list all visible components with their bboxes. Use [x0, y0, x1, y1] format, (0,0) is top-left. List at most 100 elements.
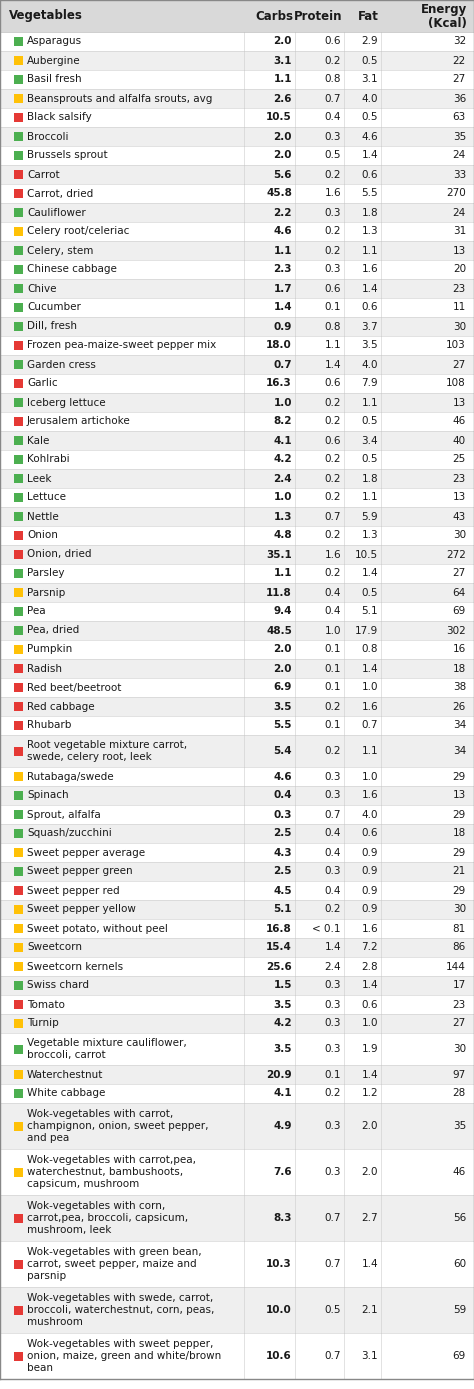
Text: 16.3: 16.3: [266, 378, 292, 389]
Text: 0.5: 0.5: [325, 150, 341, 161]
Text: 0.2: 0.2: [325, 493, 341, 503]
Bar: [14, 360, 23, 369]
Text: 38: 38: [453, 682, 466, 693]
Bar: [14, 664, 23, 674]
Text: Wok-vegetables with carrot,
champignon, onion, sweet pepper,
and pea: Wok-vegetables with carrot, champignon, …: [27, 1108, 209, 1143]
Bar: [0, 317, 474, 336]
Text: 17: 17: [453, 981, 466, 990]
Text: 35.1: 35.1: [266, 550, 292, 560]
Text: Garden cress: Garden cress: [27, 360, 96, 369]
Text: 15.4: 15.4: [266, 943, 292, 953]
Bar: [14, 226, 23, 236]
Bar: [0, 938, 474, 957]
Text: 69: 69: [453, 607, 466, 617]
Text: 11.8: 11.8: [266, 588, 292, 597]
Text: 1.4: 1.4: [361, 664, 378, 674]
Text: 4.6: 4.6: [361, 132, 378, 142]
Bar: [0, 165, 474, 183]
Bar: [14, 56, 23, 65]
Text: 0.3: 0.3: [325, 771, 341, 782]
Text: 1.1: 1.1: [361, 246, 378, 256]
Text: 10.5: 10.5: [355, 550, 378, 560]
Bar: [14, 94, 23, 103]
Text: 0.4: 0.4: [325, 113, 341, 122]
Bar: [14, 38, 23, 46]
Bar: [14, 265, 23, 274]
Text: Wok-vegetables with green bean,
carrot, sweet pepper, maize and
parsnip: Wok-vegetables with green bean, carrot, …: [27, 1247, 201, 1281]
Text: Basil fresh: Basil fresh: [27, 75, 82, 85]
Bar: [0, 583, 474, 601]
Text: Carrot, dried: Carrot, dried: [27, 189, 93, 199]
Text: 0.9: 0.9: [362, 886, 378, 896]
Text: Pea: Pea: [27, 607, 46, 617]
Text: 2.6: 2.6: [273, 93, 292, 104]
Text: Cauliflower: Cauliflower: [27, 207, 86, 218]
Text: Root vegetable mixture carrot,
swede, celery root, leek: Root vegetable mixture carrot, swede, ce…: [27, 740, 187, 763]
Text: Garlic: Garlic: [27, 378, 58, 389]
Text: 27: 27: [453, 568, 466, 578]
Text: 29: 29: [453, 810, 466, 820]
Text: 2.9: 2.9: [361, 36, 378, 46]
Text: 1.0: 1.0: [273, 493, 292, 503]
Bar: [0, 183, 474, 203]
Text: 10.3: 10.3: [266, 1258, 292, 1270]
Text: 1.6: 1.6: [361, 790, 378, 800]
Text: 32: 32: [453, 36, 466, 46]
Bar: [14, 644, 23, 654]
Text: 0.9: 0.9: [362, 904, 378, 914]
Text: 2.4: 2.4: [324, 961, 341, 971]
Text: 3.5: 3.5: [361, 340, 378, 350]
Text: 2.0: 2.0: [362, 1121, 378, 1131]
Bar: [0, 32, 474, 51]
Bar: [14, 417, 23, 426]
Bar: [14, 456, 23, 464]
Bar: [0, 146, 474, 165]
Bar: [0, 824, 474, 843]
Text: 36: 36: [453, 93, 466, 104]
Text: 5.6: 5.6: [273, 169, 292, 179]
Text: Beansprouts and alfalfa srouts, avg: Beansprouts and alfalfa srouts, avg: [27, 93, 212, 104]
Text: 1.1: 1.1: [361, 493, 378, 503]
Text: 0.2: 0.2: [325, 454, 341, 464]
Text: Nettle: Nettle: [27, 511, 59, 521]
Bar: [0, 601, 474, 621]
Text: 103: 103: [446, 340, 466, 350]
Bar: [0, 715, 474, 735]
Text: 272: 272: [446, 550, 466, 560]
Text: 4.3: 4.3: [273, 847, 292, 857]
Text: 2.0: 2.0: [273, 664, 292, 674]
Text: 0.2: 0.2: [325, 397, 341, 407]
Text: Energy
(Kcal): Energy (Kcal): [421, 3, 467, 29]
Text: 0.1: 0.1: [325, 682, 341, 693]
Bar: [0, 920, 474, 938]
Bar: [0, 279, 474, 299]
Text: 0.7: 0.7: [325, 810, 341, 820]
Text: 0.2: 0.2: [325, 701, 341, 711]
Text: 81: 81: [453, 924, 466, 933]
Text: 0.5: 0.5: [362, 588, 378, 597]
Text: 8.2: 8.2: [273, 417, 292, 426]
Bar: [0, 1103, 474, 1149]
Bar: [14, 924, 23, 933]
Text: 1.6: 1.6: [361, 264, 378, 275]
Text: Parsnip: Parsnip: [27, 588, 65, 597]
Bar: [0, 242, 474, 260]
Text: 64: 64: [453, 588, 466, 597]
Text: Tomato: Tomato: [27, 1000, 65, 1010]
Text: < 0.1: < 0.1: [312, 924, 341, 933]
Text: 0.2: 0.2: [325, 904, 341, 914]
Text: Asparagus: Asparagus: [27, 36, 82, 46]
Text: 4.9: 4.9: [273, 1121, 292, 1131]
Text: Red cabbage: Red cabbage: [27, 701, 95, 711]
Text: 0.4: 0.4: [325, 588, 341, 597]
Text: 25.6: 25.6: [266, 961, 292, 971]
Text: 0.5: 0.5: [362, 56, 378, 65]
Text: 35: 35: [453, 1121, 466, 1131]
Text: 1.6: 1.6: [324, 550, 341, 560]
Text: 46: 46: [453, 417, 466, 426]
Text: Kale: Kale: [27, 436, 49, 446]
Bar: [0, 51, 474, 69]
Text: 30: 30: [453, 531, 466, 540]
Text: 0.4: 0.4: [325, 886, 341, 896]
Text: 0.4: 0.4: [325, 847, 341, 857]
